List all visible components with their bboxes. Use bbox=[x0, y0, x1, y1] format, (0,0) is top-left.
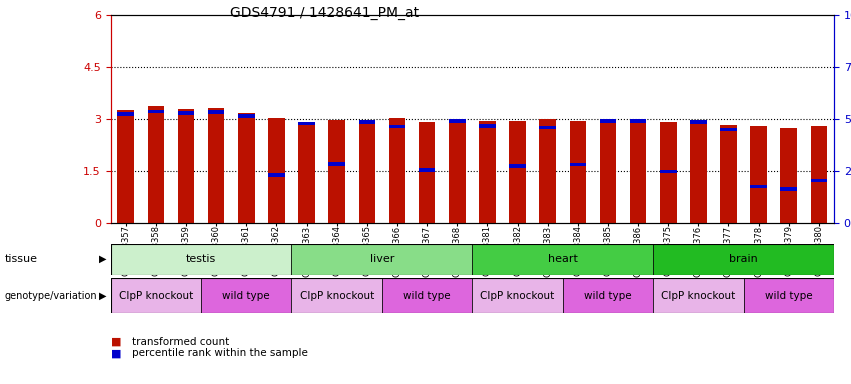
Bar bbox=[117, 113, 134, 116]
Bar bbox=[358, 121, 375, 124]
Bar bbox=[751, 126, 767, 223]
Bar bbox=[780, 187, 797, 190]
Bar bbox=[389, 125, 405, 128]
Bar bbox=[389, 118, 405, 223]
Bar bbox=[298, 124, 315, 223]
Text: ▶: ▶ bbox=[99, 291, 106, 301]
Bar bbox=[630, 119, 647, 123]
Text: ClpP knockout: ClpP knockout bbox=[300, 291, 374, 301]
Text: testis: testis bbox=[186, 254, 216, 264]
Bar bbox=[630, 121, 647, 223]
Bar bbox=[811, 179, 827, 182]
Bar bbox=[780, 127, 797, 223]
Text: wild type: wild type bbox=[584, 291, 631, 301]
Bar bbox=[291, 278, 382, 313]
Bar bbox=[208, 108, 225, 223]
Text: ▶: ▶ bbox=[99, 254, 106, 264]
Bar bbox=[291, 244, 472, 275]
Bar bbox=[472, 244, 654, 275]
Bar bbox=[358, 122, 375, 223]
Bar bbox=[328, 121, 345, 223]
Bar bbox=[419, 122, 436, 223]
Bar bbox=[540, 126, 556, 129]
Bar bbox=[509, 121, 526, 223]
Bar bbox=[660, 170, 677, 173]
Bar bbox=[117, 110, 134, 223]
Bar bbox=[690, 122, 706, 223]
Bar bbox=[479, 124, 495, 127]
Bar bbox=[654, 278, 744, 313]
Bar bbox=[201, 278, 291, 313]
Text: liver: liver bbox=[369, 254, 394, 264]
Text: ClpP knockout: ClpP knockout bbox=[118, 291, 193, 301]
Text: ■: ■ bbox=[111, 348, 121, 358]
Bar bbox=[111, 278, 201, 313]
Bar bbox=[178, 109, 194, 223]
Bar bbox=[744, 278, 834, 313]
Bar bbox=[751, 185, 767, 188]
Bar bbox=[569, 163, 586, 166]
Bar bbox=[419, 169, 436, 172]
Text: brain: brain bbox=[729, 254, 758, 264]
Bar bbox=[600, 119, 616, 123]
Text: wild type: wild type bbox=[403, 291, 451, 301]
Bar bbox=[449, 119, 465, 123]
Bar bbox=[479, 121, 495, 223]
Bar bbox=[178, 111, 194, 115]
Text: transformed count: transformed count bbox=[132, 337, 229, 347]
Bar bbox=[147, 106, 164, 223]
Bar bbox=[147, 110, 164, 113]
Text: heart: heart bbox=[548, 254, 578, 264]
Bar bbox=[208, 111, 225, 114]
Bar bbox=[382, 278, 472, 313]
Bar bbox=[509, 164, 526, 168]
Bar bbox=[328, 162, 345, 166]
Bar bbox=[660, 122, 677, 223]
Bar bbox=[811, 126, 827, 223]
Bar bbox=[268, 173, 285, 177]
Bar bbox=[690, 121, 706, 124]
Bar bbox=[720, 125, 737, 223]
Bar bbox=[569, 121, 586, 223]
Bar bbox=[111, 244, 291, 275]
Bar bbox=[238, 113, 254, 223]
Bar bbox=[472, 278, 563, 313]
Text: ClpP knockout: ClpP knockout bbox=[480, 291, 555, 301]
Bar bbox=[298, 122, 315, 125]
Bar bbox=[449, 121, 465, 223]
Text: genotype/variation: genotype/variation bbox=[4, 291, 97, 301]
Bar bbox=[540, 119, 556, 223]
Bar bbox=[720, 127, 737, 131]
Text: percentile rank within the sample: percentile rank within the sample bbox=[132, 348, 308, 358]
Text: tissue: tissue bbox=[4, 254, 37, 264]
Text: ClpP knockout: ClpP knockout bbox=[661, 291, 735, 301]
Bar bbox=[600, 121, 616, 223]
Bar bbox=[238, 114, 254, 118]
Bar bbox=[268, 118, 285, 223]
Text: ■: ■ bbox=[111, 337, 121, 347]
Text: wild type: wild type bbox=[765, 291, 813, 301]
Text: wild type: wild type bbox=[222, 291, 270, 301]
Text: GDS4791 / 1428641_PM_at: GDS4791 / 1428641_PM_at bbox=[230, 6, 419, 20]
Bar bbox=[563, 278, 654, 313]
Bar bbox=[654, 244, 834, 275]
